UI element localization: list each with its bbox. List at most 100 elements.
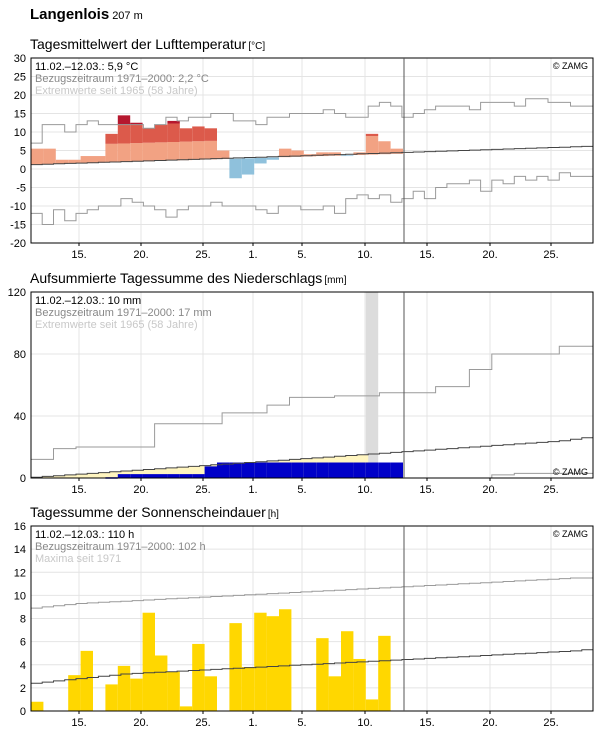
- temp-ytick-label: -20: [10, 238, 26, 250]
- sun-xtick-label: 15.: [71, 717, 86, 729]
- sun-ytick-label: 8: [20, 614, 26, 626]
- temp-bar: [204, 140, 217, 160]
- temp-bar: [204, 128, 217, 141]
- chart1-title: Tagesmittelwert der Lufttemperatur: [30, 36, 247, 52]
- precip-info-reference: Bezugszeitraum 1971–2000: 17 mm: [35, 307, 212, 319]
- station-altitude: 207 m: [112, 10, 143, 22]
- temp-bar: [80, 156, 93, 164]
- precip-bar: [254, 462, 267, 478]
- sun-bar: [68, 675, 81, 711]
- temp-bar: [117, 115, 131, 125]
- temp-normal-line: [31, 145, 593, 166]
- precip-ytick-label: 80: [14, 349, 26, 361]
- precip-frame: [30, 291, 594, 479]
- temp-bar: [130, 143, 143, 162]
- chart1-title-row: Tagesmittelwert der Lufttemperatur [°C]: [30, 36, 265, 52]
- sun-xtick-label: 25.: [195, 717, 210, 729]
- temp-xtick-label: 15.: [419, 249, 434, 261]
- station-header: Langenlois 207 m: [30, 6, 143, 23]
- temp-extreme-min-line: [31, 172, 593, 225]
- temp-bar: [167, 141, 180, 161]
- temp-ytick-label: -10: [10, 201, 26, 213]
- sun-bar: [328, 676, 341, 711]
- precip-bar: [279, 462, 292, 478]
- temp-bar: [192, 126, 205, 142]
- chart2-unit: [mm]: [324, 275, 347, 286]
- sun-bar: [179, 706, 193, 711]
- temp-ytick-label: 20: [14, 90, 26, 102]
- sun-bar: [353, 658, 366, 711]
- precip-bar: [303, 462, 317, 478]
- temp-bar: [217, 150, 230, 160]
- precip-xtick-label: 1.: [248, 484, 257, 496]
- sun-bar: [105, 684, 118, 711]
- temp-ytick-label: 30: [14, 53, 26, 65]
- temp-bar: [105, 133, 118, 144]
- sun-bar: [80, 650, 93, 711]
- precip-ytick-label: 120: [8, 287, 26, 299]
- temp-extreme-max-line: [31, 98, 593, 144]
- sun-bar: [241, 667, 255, 711]
- temp-xtick-label: 25.: [543, 249, 558, 261]
- temp-bar: [167, 123, 180, 142]
- temp-xtick-label: 25.: [195, 249, 210, 261]
- temp-ytick-label: 10: [14, 127, 26, 139]
- precip-bar: [353, 462, 366, 478]
- precip-bar: [316, 462, 329, 478]
- precip-info-extremes: Extremwerte seit 1965 (58 Jahre): [35, 319, 198, 331]
- temp-xtick-label: 20.: [482, 249, 497, 261]
- temp-ytick-label: 15: [14, 109, 26, 121]
- precip-copyright: © ZAMG: [553, 467, 588, 477]
- temp-bar: [31, 148, 44, 165]
- sun-normal-line: [31, 649, 593, 684]
- sun-ytick-label: 4: [20, 660, 26, 672]
- precip-max-line: [31, 345, 593, 460]
- temp-bar: [179, 141, 193, 161]
- precip-bar: [167, 474, 180, 478]
- temp-bar: [390, 148, 403, 154]
- temp-bar: [105, 143, 118, 163]
- temp-ytick-label: 0: [20, 164, 26, 176]
- sun-bar: [378, 635, 391, 711]
- chart3-title-row: Tagessumme der Sonnenscheindauer [h]: [30, 504, 279, 520]
- precip-xtick-label: 25.: [543, 484, 558, 496]
- sun-xtick-label: 1.: [248, 717, 257, 729]
- precip-bar: [378, 462, 391, 478]
- precip-xtick-label: 25.: [195, 484, 210, 496]
- precip-xtick-label: 20.: [133, 484, 148, 496]
- precip-bar: [291, 462, 304, 478]
- temp-bar: [365, 136, 379, 155]
- sun-bar: [204, 676, 217, 711]
- temp-bar: [179, 128, 193, 142]
- temp-bar: [130, 122, 143, 125]
- precip-highlight-band: [365, 292, 379, 478]
- temp-frame: [30, 57, 594, 244]
- sun-ytick-label: 14: [14, 544, 26, 556]
- precip-ytick-label: 40: [14, 411, 26, 423]
- temp-bar: [117, 124, 131, 144]
- temp-info-extremes: Extremwerte seit 1965 (58 Jahre): [35, 85, 198, 97]
- temp-info-period: 11.02.–12.03.: 5,9 °C: [35, 61, 138, 73]
- precip-xtick-label: 15.: [71, 484, 86, 496]
- precip-bar: [130, 474, 143, 478]
- station-name: Langenlois: [30, 6, 110, 23]
- precip-bar: [341, 462, 354, 478]
- sun-bar: [192, 643, 205, 711]
- precip-info-period: 11.02.–12.03.: 10 mm: [35, 295, 141, 307]
- temp-bar: [192, 141, 205, 160]
- sun-bar: [142, 612, 155, 711]
- temp-bar: [341, 155, 354, 157]
- precip-normal-line: [31, 437, 593, 478]
- temp-bar: [316, 152, 329, 157]
- temp-bar: [167, 120, 180, 124]
- sun-bar: [316, 638, 329, 711]
- sun-xtick-label: 15.: [419, 717, 434, 729]
- temp-bar: [241, 158, 255, 175]
- sun-bar: [155, 655, 168, 711]
- sun-bar: [341, 631, 354, 711]
- sun-ytick-label: 2: [20, 683, 26, 695]
- precip-bar: [229, 462, 242, 478]
- sun-xtick-label: 20.: [133, 717, 148, 729]
- sun-bar: [167, 671, 180, 711]
